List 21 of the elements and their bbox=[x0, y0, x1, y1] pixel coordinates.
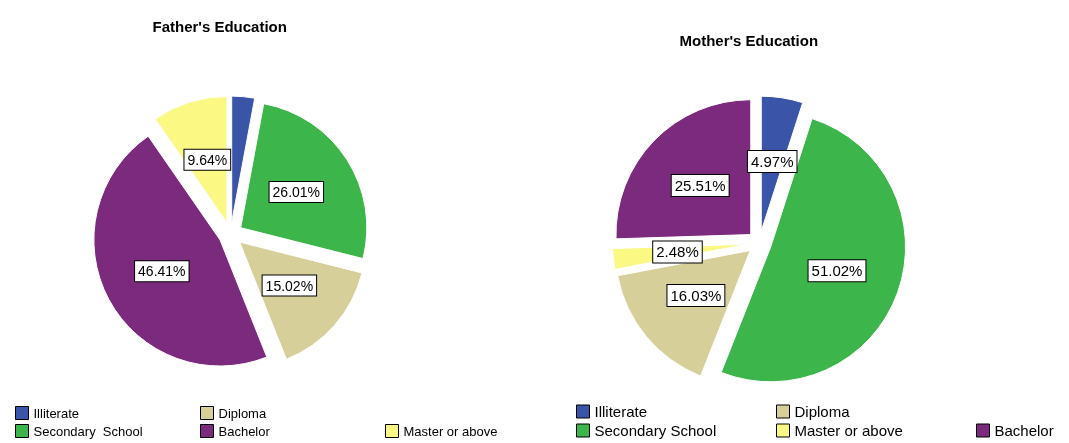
data-label: 25.51% bbox=[674, 177, 726, 195]
legend-label: Bachelor bbox=[218, 423, 271, 439]
chart-title: Mother's Education bbox=[679, 32, 819, 49]
legend-label: Illiterate bbox=[594, 403, 648, 420]
data-label: 51.02% bbox=[811, 262, 863, 280]
legend-label: Master or above bbox=[403, 423, 498, 439]
legend-label: Secondary School bbox=[594, 422, 717, 439]
legend-label: Diploma bbox=[218, 405, 267, 421]
data-label: 16.03% bbox=[670, 286, 722, 304]
legend-label: Master or above bbox=[794, 422, 903, 439]
data-label: 15.02% bbox=[265, 277, 314, 294]
data-label: 26.01% bbox=[272, 184, 321, 201]
chart-title: Father's Education bbox=[152, 18, 287, 35]
legend-label: Bachelor bbox=[994, 422, 1054, 439]
data-label: 2.48% bbox=[656, 243, 699, 261]
legend-label: Diploma bbox=[794, 403, 851, 420]
data-label: 46.41% bbox=[138, 263, 186, 280]
data-label: 4.97% bbox=[750, 152, 794, 170]
data-label: 9.64% bbox=[187, 151, 228, 168]
legend-label: Illiterate bbox=[33, 405, 80, 421]
legend-label: Secondary School bbox=[33, 423, 143, 439]
